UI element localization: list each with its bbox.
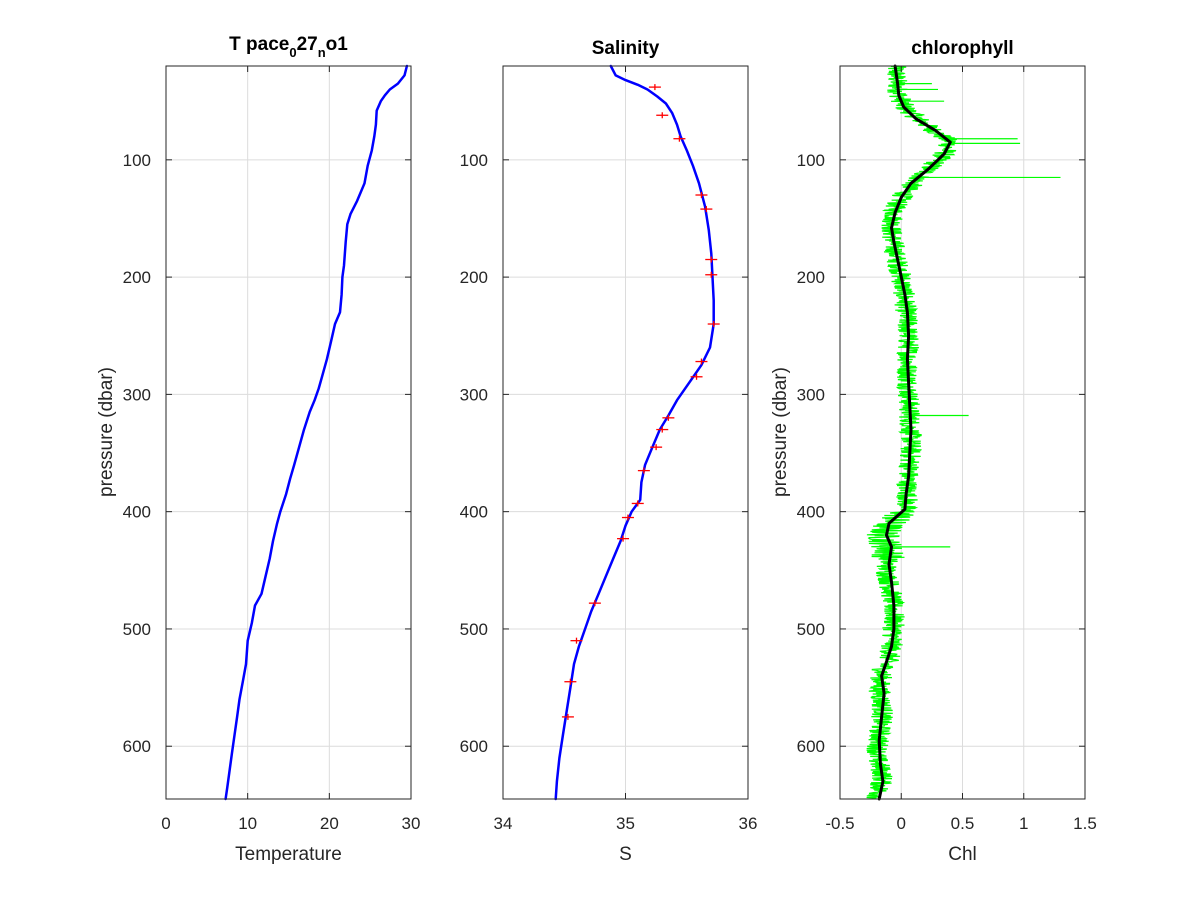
chlorophyll-panel-title: chlorophyll: [911, 38, 1013, 59]
temperature-x-axis-label: Temperature: [235, 844, 342, 865]
temperature-x-tick-label: 10: [238, 814, 257, 833]
temperature-data: [224, 64, 409, 801]
chlorophyll-y-tick-label: 500: [797, 620, 825, 639]
temperature-y-tick-label: 100: [123, 151, 151, 170]
salinity-panel: 34 35 36 100 200 300 400 500 600 Salinity S: [460, 38, 758, 865]
chlorophyll-x-tick-label: -0.5: [825, 814, 854, 833]
chlorophyll-y-tick-label: 400: [797, 503, 825, 522]
temperature-panel: 0 10 20 30 100 200 300 400 500 600 T pace027no1 T…: [96, 34, 420, 865]
chlorophyll-ticks: -0.5 0 0.5 1 1.5 100 200 300 400 500 600: [797, 66, 1097, 833]
chlorophyll-x-tick-label: 1.5: [1073, 814, 1097, 833]
temperature-x-tick-label: 0: [161, 814, 170, 833]
salinity-x-tick-label: 35: [616, 814, 635, 833]
temperature-panel-title: T pace027no1: [229, 34, 348, 60]
temperature-ticks: 0 10 20 30 100 200 300 400 500 600: [123, 66, 421, 833]
temperature-x-tick-label: 30: [402, 814, 421, 833]
salinity-panel-title: Salinity: [592, 38, 660, 59]
chlorophyll-smoothed-series: [877, 64, 952, 801]
chlorophyll-x-axis-label: Chl: [948, 844, 977, 865]
temperature-y-axis-label: pressure (dbar): [96, 367, 117, 497]
salinity-y-tick-label: 200: [460, 268, 488, 287]
chlorophyll-x-tick-label: 0: [897, 814, 906, 833]
chlorophyll-x-tick-label: 1: [1019, 814, 1028, 833]
salinity-data: [554, 64, 720, 801]
chlorophyll-y-tick-label: 200: [797, 268, 825, 287]
temperature-axes-frame: [165, 65, 412, 800]
salinity-x-tick-label: 34: [494, 814, 513, 833]
chlorophyll-panel: -0.5 0 0.5 1 1.5 100 200 300 400 500 600 chlorophy…: [770, 38, 1097, 865]
chlorophyll-y-tick-label: 600: [797, 737, 825, 756]
temperature-y-tick-label: 600: [123, 737, 151, 756]
temperature-y-tick-label: 200: [123, 268, 151, 287]
temperature-y-tick-label: 500: [123, 620, 151, 639]
chlorophyll-data: [866, 64, 1061, 801]
chlorophyll-y-tick-label: 300: [797, 385, 825, 404]
chlorophyll-x-tick-label: 0.5: [951, 814, 975, 833]
salinity-y-tick-label: 400: [460, 503, 488, 522]
salinity-x-tick-label: 36: [739, 814, 758, 833]
temperature-x-tick-label: 20: [320, 814, 339, 833]
salinity-y-tick-label: 500: [460, 620, 488, 639]
temperature-profile-series: [224, 64, 409, 801]
chlorophyll-y-tick-label: 100: [797, 151, 825, 170]
temperature-y-tick-label: 300: [123, 385, 151, 404]
salinity-y-tick-label: 600: [460, 737, 488, 756]
temperature-y-tick-label: 400: [123, 503, 151, 522]
chlorophyll-y-axis-label: pressure (dbar): [770, 367, 791, 497]
salinity-x-axis-label: S: [619, 844, 632, 865]
salinity-y-tick-label: 100: [460, 151, 488, 170]
salinity-ticks: 34 35 36 100 200 300 400 500 600: [460, 66, 758, 833]
salinity-y-tick-label: 300: [460, 385, 488, 404]
